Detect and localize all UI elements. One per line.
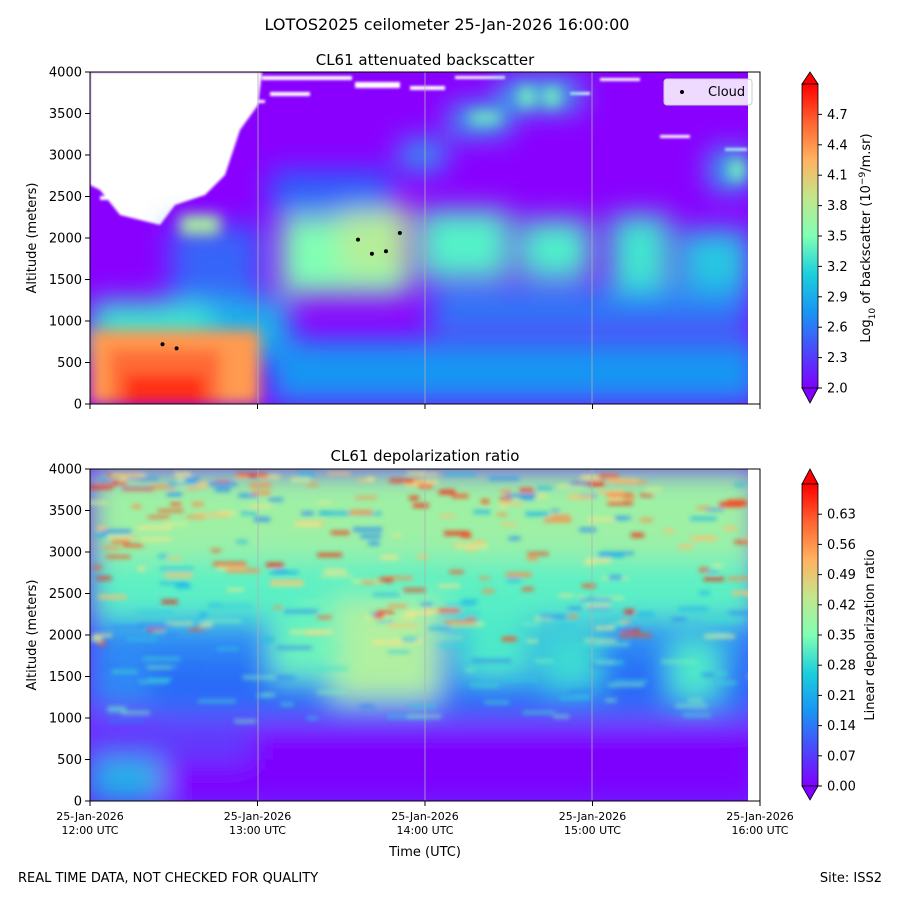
cloud-point bbox=[383, 249, 388, 254]
y-tick-label: 2500 bbox=[49, 190, 82, 205]
y-tick-label: 500 bbox=[57, 753, 82, 768]
colorbar-tick-label: 0.28 bbox=[827, 659, 856, 674]
y-tick-label: 4000 bbox=[49, 66, 82, 81]
x-tick-label: 25-Jan-2026 13:00 UTC bbox=[224, 810, 292, 837]
colorbar-tick-label: 0.07 bbox=[827, 749, 856, 764]
colorbar-tick-label: 3.2 bbox=[827, 260, 848, 275]
figure-suptitle: LOTOS2025 ceilometer 25-Jan-2026 16:00:0… bbox=[265, 15, 630, 34]
y-tick-label: 3000 bbox=[49, 546, 82, 561]
colorbar-tick-label: 2.9 bbox=[827, 290, 848, 305]
backscatter-heatmap bbox=[90, 72, 760, 404]
colorbar-tick-label: 2.6 bbox=[827, 321, 848, 336]
backscatter-y-axis: 0 500 1000 1500 2000 2500 3000 3500 4000 bbox=[49, 66, 90, 413]
cloud-legend: Cloud bbox=[663, 78, 753, 106]
backscatter-title: CL61 attenuated backscatter bbox=[316, 51, 535, 69]
y-tick-label: 1000 bbox=[49, 712, 82, 727]
depolarization-heatmap bbox=[90, 469, 760, 801]
y-tick-label: 0 bbox=[74, 398, 82, 413]
depolarization-ylabel: Altitude (meters) bbox=[25, 580, 40, 691]
colorbar-tick-label: 2.0 bbox=[827, 382, 848, 397]
y-tick-label: 1500 bbox=[49, 273, 82, 288]
x-tick-label: 25-Jan-2026 16:00 UTC bbox=[726, 810, 794, 837]
colorbar-tick-label: 0.35 bbox=[827, 629, 856, 644]
x-tick-label: 25-Jan-2026 15:00 UTC bbox=[559, 810, 627, 837]
colorbar-tick-label: 3.5 bbox=[827, 230, 848, 245]
depolarization-x-axis: 25-Jan-2026 12:00 UTC 25-Jan-2026 13:00 UTC… bbox=[56, 801, 794, 837]
colorbar-tick-label: 4.4 bbox=[827, 138, 848, 153]
backscatter-colorbar-label: Log10 of backscatter (10−9/m.sr) bbox=[858, 133, 878, 342]
cloud-point bbox=[160, 342, 165, 347]
y-tick-label: 3000 bbox=[49, 149, 82, 164]
y-tick-label: 1500 bbox=[49, 670, 82, 685]
cloud-legend-marker bbox=[680, 90, 684, 94]
y-tick-label: 500 bbox=[57, 356, 82, 371]
colorbar-tick-label: 0.63 bbox=[827, 508, 856, 523]
backscatter-x-axis bbox=[89, 404, 761, 409]
backscatter-ylabel: Altitude (meters) bbox=[25, 183, 40, 294]
y-tick-label: 3500 bbox=[49, 504, 82, 519]
depolarization-y-axis: 0 500 1000 1500 2000 2500 3000 3500 4000 bbox=[49, 463, 90, 810]
cloud-point bbox=[369, 251, 374, 256]
y-tick-label: 4000 bbox=[49, 463, 82, 478]
colorbar-tick-label: 0.21 bbox=[827, 689, 856, 704]
footer-quality-note: REAL TIME DATA, NOT CHECKED FOR QUALITY bbox=[18, 871, 318, 886]
backscatter-panel: CL61 attenuated backscatter bbox=[25, 51, 878, 413]
colorbar-tick-label: 0.42 bbox=[827, 598, 856, 613]
y-tick-label: 2000 bbox=[49, 232, 82, 247]
y-tick-label: 1000 bbox=[49, 315, 82, 330]
cloud-point bbox=[174, 346, 179, 351]
depolarization-panel: CL61 depolarization ratio bbox=[25, 447, 878, 860]
colorbar-tick-label: 2.3 bbox=[827, 351, 848, 366]
x-tick-label: 25-Jan-2026 14:00 UTC bbox=[391, 810, 459, 837]
colorbar-tick-label: 3.8 bbox=[827, 199, 848, 214]
y-tick-label: 3500 bbox=[49, 107, 82, 122]
colorbar-tick-label: 0.14 bbox=[827, 719, 856, 734]
x-tick-label: 25-Jan-2026 12:00 UTC bbox=[56, 810, 124, 837]
colorbar-tick-label: 4.7 bbox=[827, 108, 848, 123]
backscatter-colorbar: 2.0 2.3 2.6 2.9 3.2 3.5 3.8 4.1 4.4 4.7 Log10 of … bbox=[801, 71, 878, 404]
colorbar-tick-label: 0.00 bbox=[827, 780, 856, 795]
depolarization-title: CL61 depolarization ratio bbox=[331, 447, 520, 465]
y-tick-label: 2000 bbox=[49, 629, 82, 644]
cloud-legend-label: Cloud bbox=[708, 85, 745, 100]
y-tick-label: 0 bbox=[74, 795, 82, 810]
depolarization-xlabel: Time (UTC) bbox=[388, 845, 461, 860]
footer-site: Site: ISS2 bbox=[820, 871, 882, 886]
depolarization-colorbar-label: Linear depolarization ratio bbox=[863, 549, 878, 720]
colorbar-tick-label: 4.1 bbox=[827, 169, 848, 184]
colorbar-tick-label: 0.49 bbox=[827, 568, 856, 583]
cloud-point bbox=[397, 231, 402, 236]
colorbar-tick-label: 0.56 bbox=[827, 538, 856, 553]
depolarization-colorbar: 0.00 0.07 0.14 0.21 0.28 0.35 0.42 0.49 0.56 0.63… bbox=[801, 468, 878, 801]
cloud-point bbox=[356, 237, 360, 242]
y-tick-label: 2500 bbox=[49, 587, 82, 602]
